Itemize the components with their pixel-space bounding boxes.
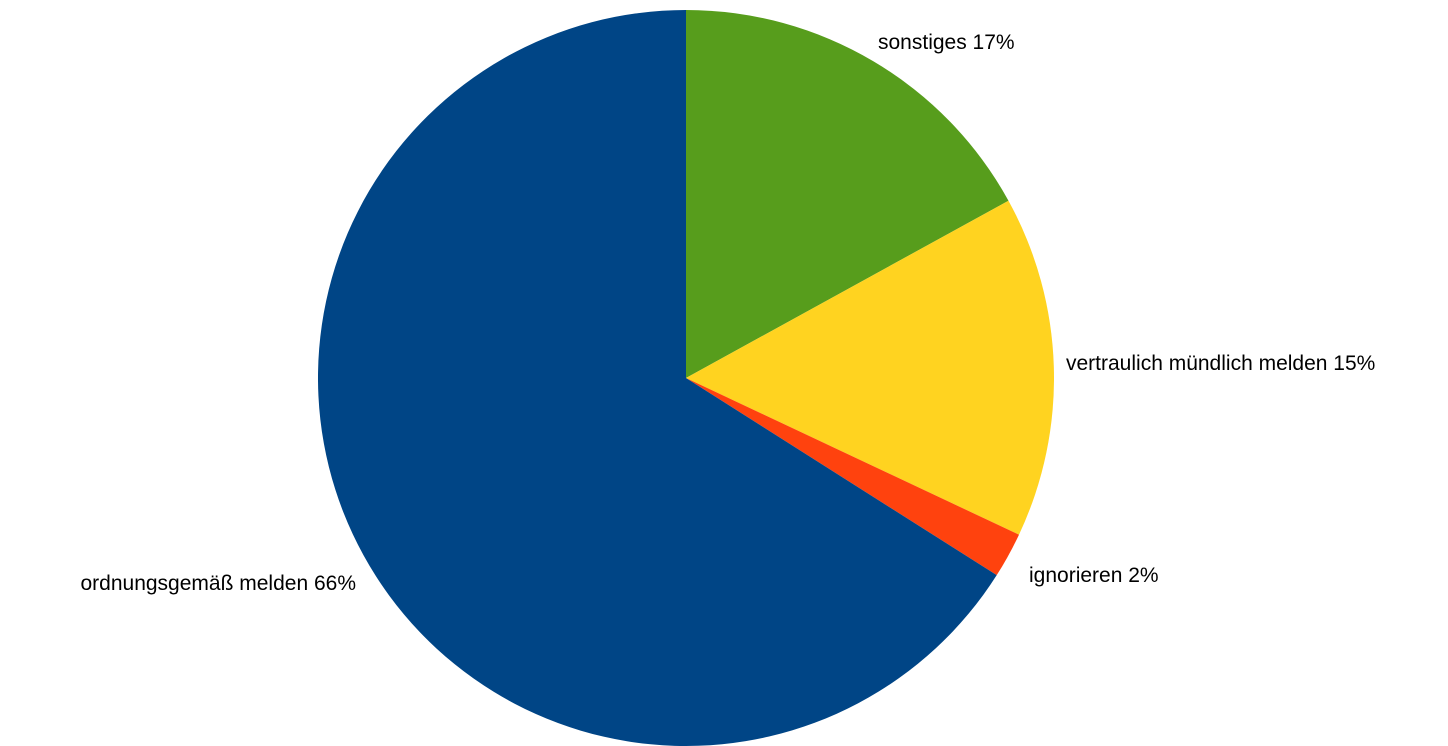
slice-label-sonstiges: sonstiges 17% (878, 31, 1015, 54)
pie-slices (317, 10, 1055, 746)
slice-label-ignorieren: ignorieren 2% (1029, 564, 1159, 587)
pie-slice-ignorieren (686, 378, 1019, 576)
slice-label-vertraulich-muendlich-melden: vertraulich mündlich melden 15% (1066, 352, 1375, 375)
pie-slice-sonstiges (686, 10, 1009, 378)
pie-labels: sonstiges 17% vertraulich mündlich melde… (80, 31, 1375, 595)
slice-label-ordnungsgemaess-melden: ordnungsgemäß melden 66% (80, 572, 356, 595)
pie-slice-vertraulich-mündlich-melden (686, 200, 1055, 535)
pie-slice-ordnungsgemäß-melden (317, 10, 997, 746)
